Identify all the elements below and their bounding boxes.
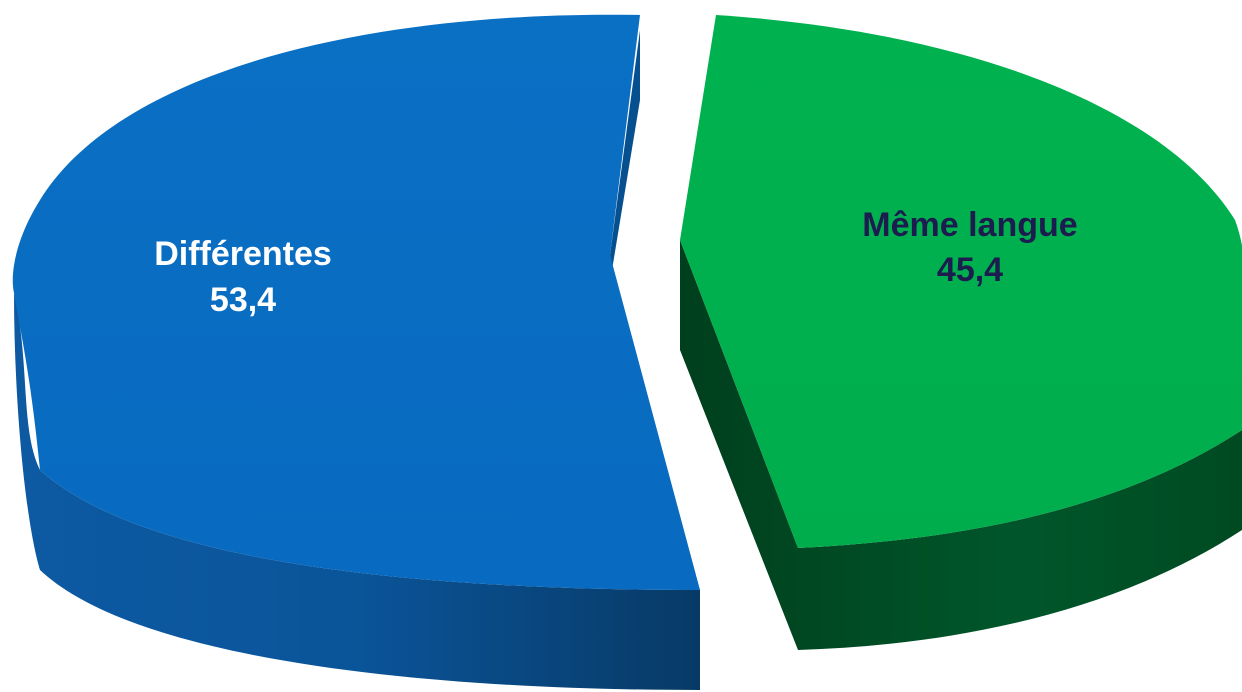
slice-differentes-inner-wall: [610, 30, 640, 270]
label-differentes-value: 53,4: [210, 281, 276, 319]
pie-slice-meme-langue: [680, 15, 1242, 650]
label-differentes-name: Différentes: [154, 235, 332, 273]
slice-differentes-side: [14, 293, 700, 690]
pie-slice-differentes: [12, 14, 701, 690]
label-meme-langue-name: Même langue: [862, 206, 1077, 244]
slice-meme-langue-top: [680, 15, 1242, 548]
slice-differentes-top: [12, 14, 701, 591]
slice-meme-langue-side: [680, 240, 1242, 650]
label-meme-langue-value: 45,4: [937, 251, 1003, 289]
